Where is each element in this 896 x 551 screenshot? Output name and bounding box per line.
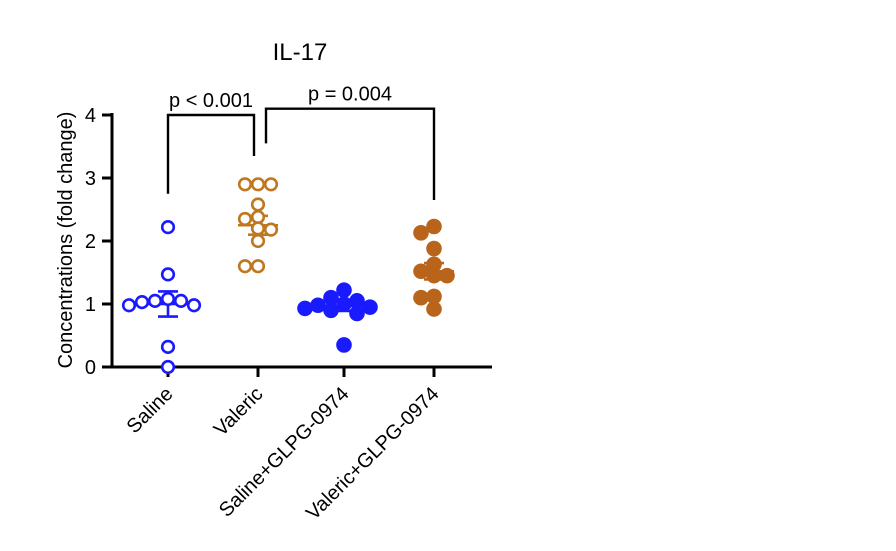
data-point xyxy=(439,267,455,284)
data-point xyxy=(250,233,266,249)
axes: 0 1 2 3 4 xyxy=(85,105,492,379)
significance-bracket xyxy=(264,107,436,201)
data-point xyxy=(426,288,442,305)
data-point xyxy=(426,301,442,317)
data-point xyxy=(160,291,176,307)
data-point xyxy=(413,263,429,280)
data-point xyxy=(349,305,365,322)
data-point xyxy=(250,197,266,212)
data-point xyxy=(237,259,253,274)
data-point xyxy=(250,221,266,236)
data-point xyxy=(336,296,352,312)
data-point xyxy=(349,293,365,309)
data-point xyxy=(362,299,378,315)
x-tick-labels: Saline ValericSaline+GLPG-0974Valeric+GLP… xyxy=(123,383,444,524)
data-point xyxy=(263,177,279,192)
y-tick-label: 1 xyxy=(85,294,96,316)
data-point xyxy=(323,302,339,319)
data-point xyxy=(237,177,253,192)
data-point xyxy=(413,225,429,241)
data-point xyxy=(336,282,352,298)
data-point xyxy=(263,222,279,237)
data-point xyxy=(250,209,266,225)
y-axis-label: Concentrations (fold change) xyxy=(55,112,77,369)
data-point xyxy=(147,293,163,308)
data-point xyxy=(160,339,176,354)
data-point xyxy=(237,211,253,227)
p-value-label: p < 0.001 xyxy=(169,90,253,112)
data-point xyxy=(173,293,189,308)
data-point xyxy=(160,267,176,282)
x-tick-label: Saline xyxy=(123,383,178,438)
chart-title: IL-17 xyxy=(273,39,328,66)
data-point xyxy=(413,289,429,306)
x-tick-label: Valeric xyxy=(210,383,268,441)
data-point xyxy=(426,267,442,284)
data-point xyxy=(426,240,442,257)
data-point xyxy=(250,177,266,192)
significance-bracket xyxy=(166,113,256,194)
data-point xyxy=(134,295,150,310)
data-point xyxy=(186,298,202,313)
y-tick-label: 0 xyxy=(85,357,96,379)
data-point xyxy=(160,220,176,235)
data-point xyxy=(426,218,442,235)
y-tick-label: 4 xyxy=(85,105,96,127)
y-tick-label: 3 xyxy=(85,168,96,190)
p-value-label: p = 0.004 xyxy=(308,84,392,106)
data-points xyxy=(121,177,455,375)
data-point xyxy=(121,298,137,313)
data-point xyxy=(336,337,352,353)
data-point xyxy=(160,359,176,375)
data-point xyxy=(310,297,326,314)
data-point xyxy=(250,259,266,274)
y-tick-label: 2 xyxy=(85,231,96,253)
significance-brackets: p < 0.001 p = 0.004 xyxy=(166,84,436,201)
data-point xyxy=(323,289,339,306)
data-point xyxy=(297,300,313,317)
